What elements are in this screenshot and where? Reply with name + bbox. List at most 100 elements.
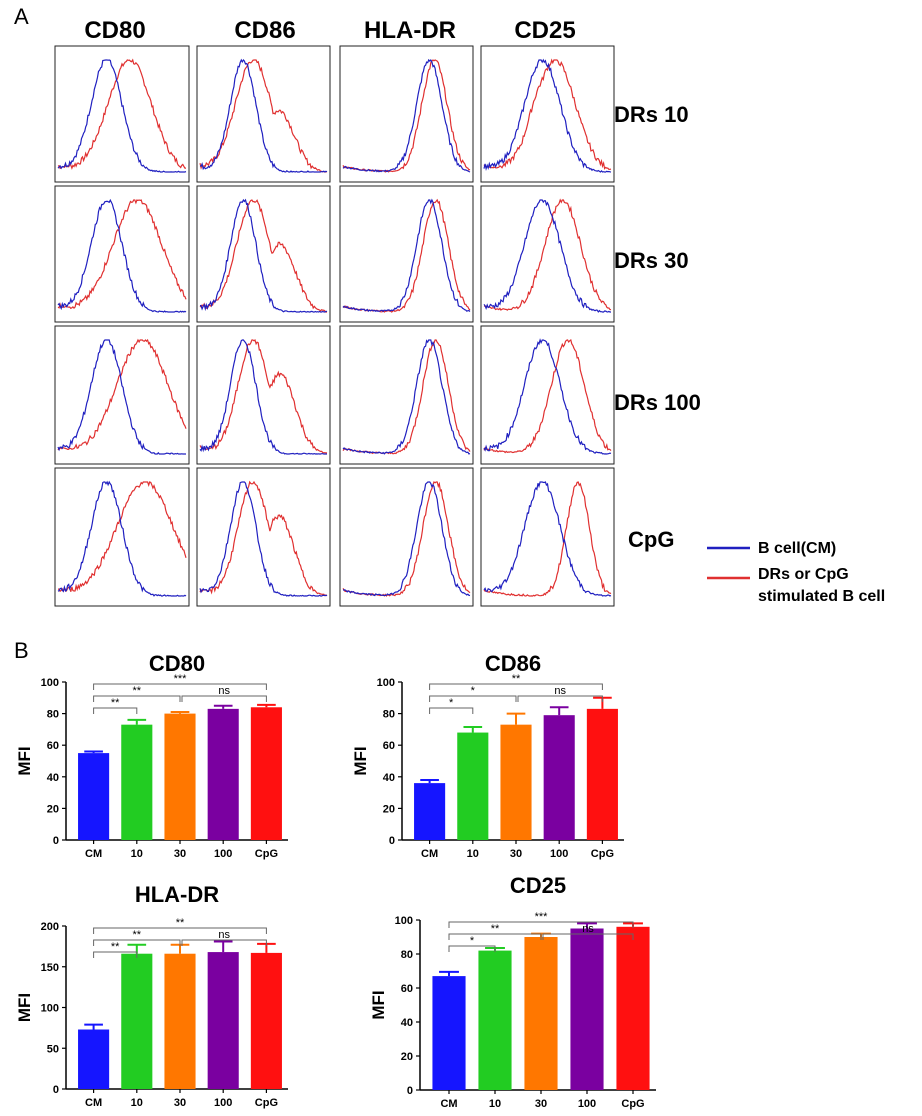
column-header-cd80: CD80 (84, 17, 145, 44)
bar-cpg (586, 708, 618, 840)
y-tick-label: 100 (41, 677, 59, 689)
histogram-curve-control (199, 58, 328, 173)
histogram-hla-dr-drs-30 (339, 185, 474, 323)
y-tick-label: 100 (377, 677, 395, 689)
significance-bracket: ** (93, 697, 138, 714)
x-tick-label: 10 (131, 848, 143, 860)
bracket-line (429, 707, 474, 714)
histogram-curve-control (483, 481, 612, 597)
y-tick-label: 0 (53, 835, 59, 847)
row-label-drs-10: DRs 10 (614, 102, 689, 127)
significance-label: ** (512, 673, 521, 685)
bar-10 (121, 724, 153, 840)
significance-bracket: ns (181, 929, 267, 946)
x-tick-label: 10 (131, 1097, 143, 1109)
x-tick-label: CM (85, 1097, 102, 1109)
bar-30 (500, 724, 532, 840)
histogram-curve-control (57, 59, 187, 173)
significance-label: ns (554, 685, 566, 697)
y-axis-label: MFI (369, 990, 388, 1019)
histogram-curve-stimulated (342, 198, 471, 313)
histogram-frame (339, 45, 474, 183)
histogram-cd25-drs-10 (480, 45, 615, 183)
x-tick-label: 100 (578, 1098, 596, 1110)
significance-bracket: *** (448, 911, 634, 928)
histogram-cd86-drs-100 (196, 325, 331, 465)
x-tick-label: 100 (550, 848, 568, 860)
histogram-frame (196, 325, 331, 465)
histogram-curve-stimulated (483, 481, 612, 597)
histogram-curve-stimulated (199, 199, 327, 313)
bracket-line (93, 695, 181, 702)
histogram-curve-stimulated (57, 338, 187, 451)
panel-a-letter: A (14, 4, 29, 29)
legend-label-stimulated-line2: stimulated B cell (758, 588, 885, 605)
histogram-cd80-drs-100 (54, 325, 190, 465)
histogram-curve-stimulated (199, 480, 328, 597)
y-axis-label: MFI (15, 993, 34, 1022)
bar-30 (164, 713, 196, 840)
bar-100 (207, 708, 239, 840)
histogram-cd80-drs-30 (54, 185, 190, 323)
bar-10 (121, 953, 153, 1089)
histogram-hla-dr-drs-10 (339, 45, 474, 183)
significance-label: ** (133, 685, 142, 697)
histogram-curve-control (199, 198, 328, 313)
chart-title: CD80 (149, 651, 205, 676)
significance-label: ** (133, 929, 142, 941)
histogram-curve-control (199, 481, 328, 597)
x-tick-label: 30 (174, 848, 186, 860)
y-tick-label: 20 (47, 803, 59, 815)
histogram-cd80-cpg (54, 467, 190, 607)
histogram-frame (339, 467, 474, 607)
bracket-line (93, 707, 138, 714)
column-header-cd25: CD25 (514, 17, 575, 44)
histogram-frame (339, 325, 474, 465)
x-tick-label: 100 (214, 848, 232, 860)
y-tick-label: 100 (395, 915, 413, 927)
y-tick-label: 80 (401, 949, 413, 961)
significance-bracket: ns (517, 685, 603, 702)
histogram-frame (480, 185, 615, 323)
y-tick-label: 40 (383, 772, 395, 784)
y-tick-label: 80 (47, 709, 59, 721)
significance-label: * (470, 935, 475, 947)
histogram-frame (480, 45, 615, 183)
histogram-frame (480, 325, 615, 465)
bracket-line (93, 939, 181, 946)
bar-100 (570, 928, 604, 1090)
significance-label: ns (582, 923, 594, 935)
y-tick-label: 150 (41, 962, 59, 974)
significance-bracket: *** (93, 673, 267, 690)
y-tick-label: 0 (53, 1084, 59, 1096)
histogram-curve-control (342, 481, 471, 597)
bar-10 (478, 950, 512, 1090)
histogram-curve-stimulated (342, 59, 471, 173)
histogram-frame (480, 467, 615, 607)
histogram-curve-control (483, 338, 612, 455)
column-header-cd86: CD86 (234, 17, 295, 44)
histogram-curve-control (483, 58, 612, 173)
histogram-curve-control (342, 58, 471, 173)
row-label-cpg: CpG (628, 527, 674, 552)
row-label-drs-100: DRs 100 (614, 390, 701, 415)
histogram-curve-control (57, 198, 187, 313)
histogram-curve-stimulated (57, 199, 187, 310)
histogram-frame (54, 45, 190, 183)
bar-30 (524, 937, 558, 1090)
significance-bracket: ** (448, 923, 542, 940)
bar-cpg (616, 926, 650, 1090)
x-tick-label: 30 (535, 1098, 547, 1110)
bracket-line (181, 695, 267, 702)
bar-cm (78, 753, 110, 840)
x-tick-label: 10 (489, 1098, 501, 1110)
bar-10 (457, 732, 489, 840)
y-tick-label: 20 (401, 1051, 413, 1063)
histogram-curve-control (342, 198, 471, 313)
histogram-curve-stimulated (57, 58, 186, 170)
histogram-curve-stimulated (199, 59, 328, 173)
significance-bracket: ** (93, 917, 267, 934)
